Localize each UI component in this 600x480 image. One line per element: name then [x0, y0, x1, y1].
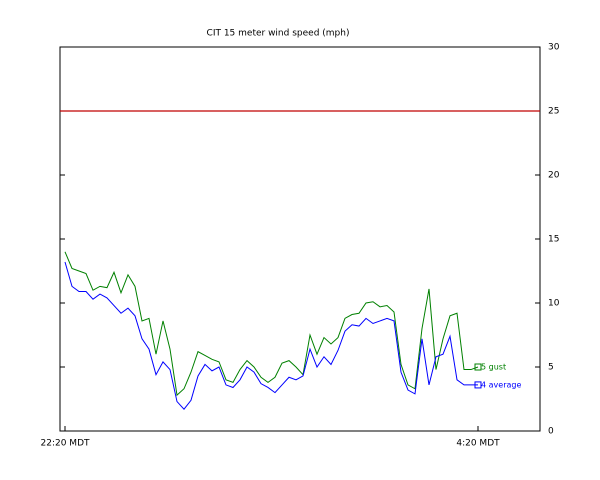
legend-label: 4 average [481, 380, 521, 389]
legend-label: 5 gust [481, 363, 506, 372]
y-tick-label: 5 [548, 363, 554, 373]
legend-marker [474, 363, 482, 371]
y-tick-label: 15 [548, 235, 559, 245]
plot-frame [59, 46, 541, 432]
chart-title: CIT 15 meter wind speed (mph) [207, 29, 350, 39]
series-line [64, 251, 479, 397]
y-tick-label: 0 [548, 427, 554, 437]
y-tick-label: 25 [548, 107, 559, 117]
y-tick-label: 10 [548, 299, 560, 309]
series-line [64, 261, 478, 411]
y-tick-label: 20 [548, 171, 560, 181]
x-tick-label: 22:20 MDT [41, 439, 90, 449]
legend-marker [474, 381, 482, 389]
y-tick-label: 30 [548, 43, 560, 53]
x-tick-label: 4:20 MDT [456, 439, 500, 449]
